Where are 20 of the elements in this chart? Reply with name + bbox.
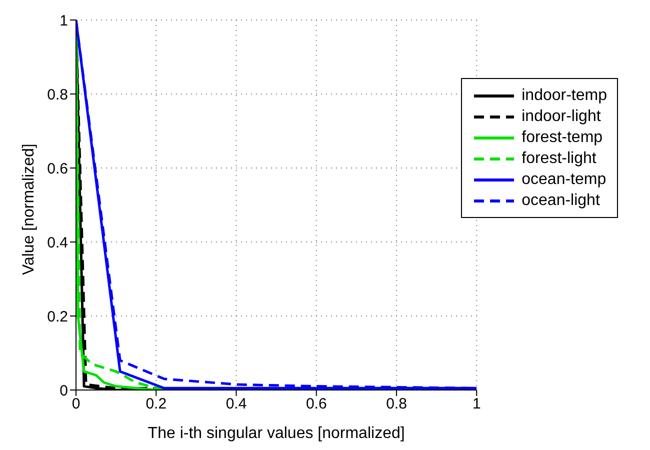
y-tick-label: 0 xyxy=(60,382,68,400)
x-tick-label: 0.8 xyxy=(386,396,407,413)
legend-label: indoor-temp xyxy=(522,86,607,104)
x-tick-label: 0.2 xyxy=(146,396,167,413)
legend-label: ocean-light xyxy=(522,192,600,210)
x-tick-label: 1 xyxy=(472,396,481,413)
y-axis-title: Value [normalized] xyxy=(20,144,38,275)
legend-label: ocean-temp xyxy=(522,170,606,188)
x-tick-label: 0 xyxy=(72,396,80,413)
x-tick-label: 0.6 xyxy=(306,396,327,413)
x-axis-title: The i-th singular values [normalized] xyxy=(148,425,405,442)
x-tick-label: 0.4 xyxy=(226,396,247,413)
legend-label: forest-light xyxy=(522,150,596,168)
y-tick-label: 0.8 xyxy=(47,86,68,104)
legend-label: forest-temp xyxy=(522,128,603,146)
y-tick-label: 0.2 xyxy=(47,308,68,326)
legend-label: indoor-light xyxy=(522,108,601,126)
y-tick-label: 1 xyxy=(60,12,68,30)
y-tick-label: 0.4 xyxy=(47,234,68,252)
y-tick-label: 0.6 xyxy=(47,160,68,178)
